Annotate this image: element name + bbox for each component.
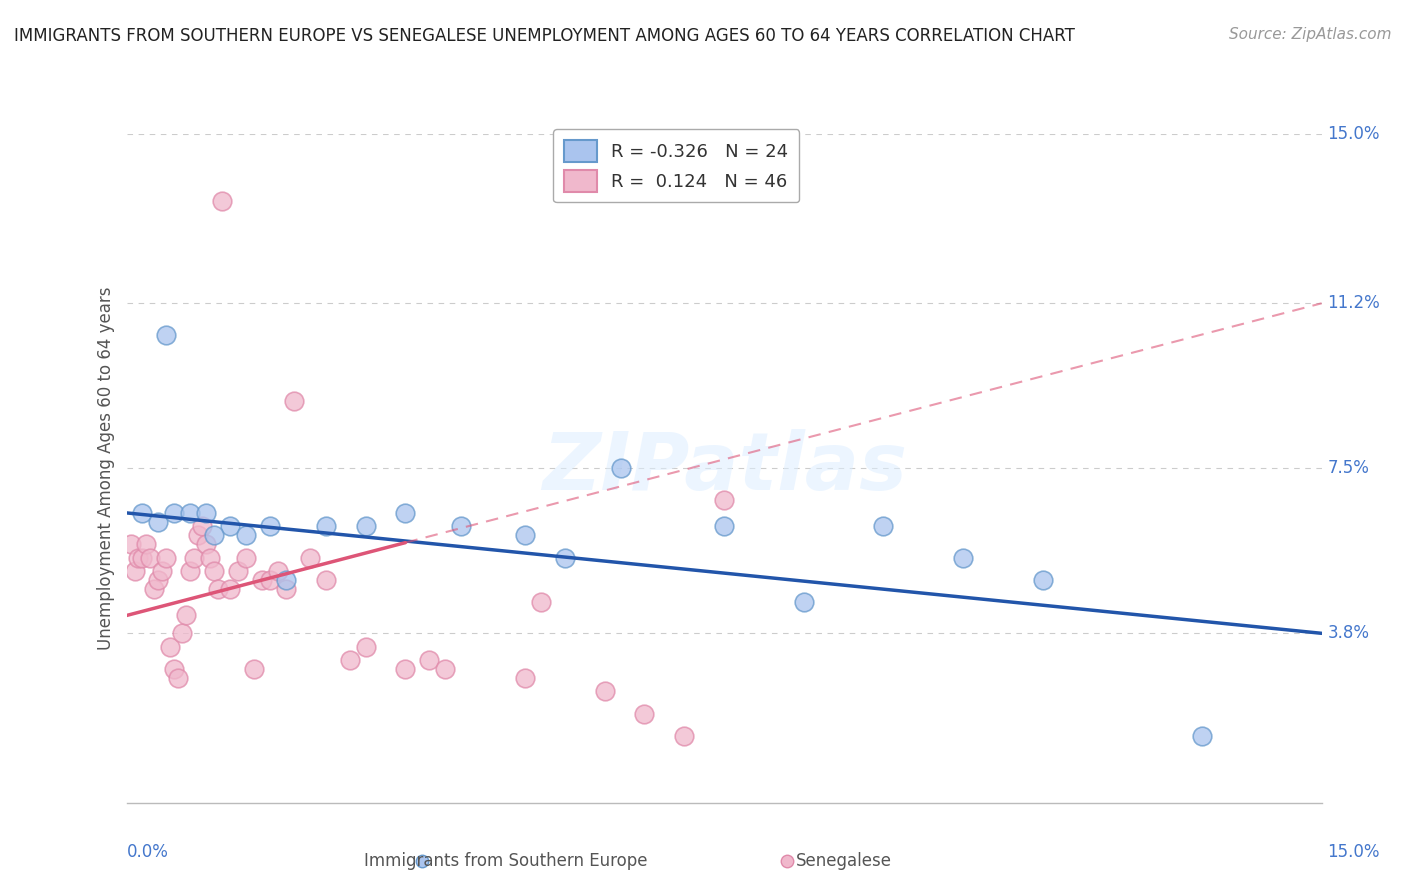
Point — [172, 626, 194, 640]
Point — [315, 519, 337, 533]
Point — [243, 662, 266, 676]
Point — [713, 492, 735, 507]
Point — [219, 582, 242, 596]
Point — [259, 573, 281, 587]
Point — [394, 662, 416, 676]
Point — [195, 506, 218, 520]
Point — [713, 519, 735, 533]
Text: 15.0%: 15.0% — [1327, 125, 1381, 143]
Point — [187, 528, 209, 542]
Point — [274, 582, 297, 596]
Point — [274, 573, 297, 587]
Point — [148, 515, 170, 529]
Point — [633, 706, 655, 721]
Point — [952, 550, 974, 565]
Point — [219, 519, 242, 533]
Point — [127, 550, 149, 565]
Point — [418, 653, 440, 667]
Point — [131, 506, 153, 520]
Point — [191, 519, 214, 533]
Point — [259, 519, 281, 533]
Point — [673, 729, 696, 743]
Point — [211, 194, 233, 208]
Point — [267, 564, 290, 578]
Point — [793, 595, 815, 609]
Point — [354, 519, 377, 533]
Text: 7.5%: 7.5% — [1327, 459, 1369, 477]
Point — [235, 550, 257, 565]
Y-axis label: Unemployment Among Ages 60 to 64 years: Unemployment Among Ages 60 to 64 years — [97, 286, 115, 650]
Point — [593, 684, 616, 698]
Text: 15.0%: 15.0% — [1327, 843, 1381, 861]
Point — [202, 528, 225, 542]
Point — [155, 550, 177, 565]
Point — [513, 528, 536, 542]
Point — [131, 550, 153, 565]
Point — [159, 640, 181, 654]
Point — [135, 537, 157, 551]
Point — [179, 506, 201, 520]
Point — [339, 653, 361, 667]
Point — [250, 573, 273, 587]
Point — [200, 550, 222, 565]
Text: Immigrants from Southern Europe: Immigrants from Southern Europe — [364, 852, 648, 870]
Point — [143, 582, 166, 596]
Point — [394, 506, 416, 520]
Text: 11.2%: 11.2% — [1327, 294, 1381, 312]
Point — [298, 550, 321, 565]
Point — [163, 506, 186, 520]
Point — [235, 528, 257, 542]
Point — [167, 671, 190, 685]
Point — [148, 573, 170, 587]
Point — [434, 662, 457, 676]
Text: Source: ZipAtlas.com: Source: ZipAtlas.com — [1229, 27, 1392, 42]
Point — [152, 564, 174, 578]
Point — [139, 550, 162, 565]
Point — [609, 461, 631, 475]
Point — [163, 662, 186, 676]
Point — [124, 564, 146, 578]
Point — [283, 394, 305, 409]
Point — [872, 519, 894, 533]
Text: ZIPatlas: ZIPatlas — [541, 429, 907, 508]
Point — [450, 519, 472, 533]
Text: 0.0%: 0.0% — [127, 843, 169, 861]
Point — [207, 582, 229, 596]
Point — [183, 550, 205, 565]
Text: 3.8%: 3.8% — [1327, 624, 1369, 642]
Point — [315, 573, 337, 587]
Legend: R = -0.326   N = 24, R =  0.124   N = 46: R = -0.326 N = 24, R = 0.124 N = 46 — [554, 129, 799, 202]
Point — [155, 327, 177, 342]
Text: IMMIGRANTS FROM SOUTHERN EUROPE VS SENEGALESE UNEMPLOYMENT AMONG AGES 60 TO 64 Y: IMMIGRANTS FROM SOUTHERN EUROPE VS SENEG… — [14, 27, 1076, 45]
Point — [513, 671, 536, 685]
Point — [195, 537, 218, 551]
Point — [179, 564, 201, 578]
Point — [226, 564, 249, 578]
Point — [1191, 729, 1213, 743]
Text: Senegalese: Senegalese — [796, 852, 891, 870]
Point — [174, 608, 197, 623]
Point — [554, 550, 576, 565]
Point — [354, 640, 377, 654]
Point — [530, 595, 553, 609]
Point — [120, 537, 142, 551]
Point — [202, 564, 225, 578]
Point — [1032, 573, 1054, 587]
